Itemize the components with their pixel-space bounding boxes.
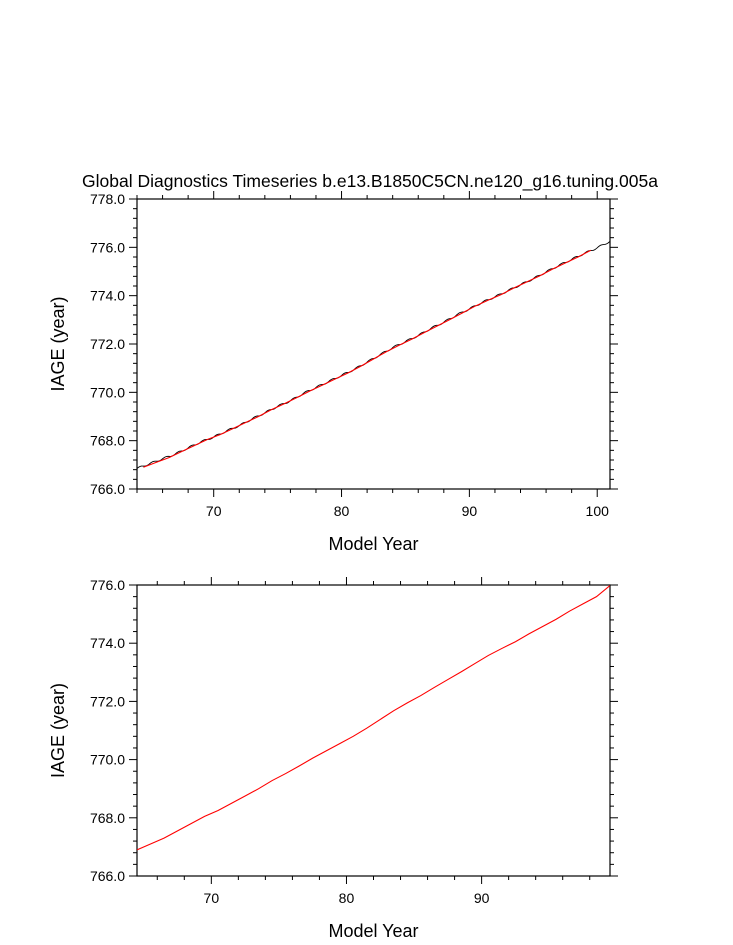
y-tick-label: 776.0 — [90, 239, 125, 255]
x-axis-label: Model Year — [328, 534, 418, 554]
annual-series-line — [143, 249, 592, 468]
y-tick-label: 766.0 — [90, 481, 125, 497]
plot-frame — [136, 198, 611, 490]
y-tick-label: 774.0 — [90, 635, 125, 651]
x-tick-label: 70 — [204, 890, 220, 906]
y-tick-label: 768.0 — [90, 810, 125, 826]
y-tick-label: 768.0 — [90, 433, 125, 449]
x-tick-label: 80 — [334, 503, 350, 519]
top-panel: 70 80 90 100 766.0 768.0 770.0 772.0 774.0 776.0 7… — [48, 191, 618, 554]
y-tick-label: 772.0 — [90, 336, 125, 352]
y-tick-label: 778.0 — [90, 191, 125, 207]
x-tick-label: 100 — [586, 503, 610, 519]
x-axis-label: Model Year — [328, 921, 418, 941]
series-group — [137, 240, 610, 469]
y-tick-label: 774.0 — [90, 288, 125, 304]
series-group — [143, 249, 592, 468]
annual-series-line — [137, 585, 610, 851]
y-axis-label: IAGE (year) — [48, 683, 68, 778]
x-tick-label: 90 — [462, 503, 478, 519]
x-tick-label: 80 — [339, 890, 355, 906]
y-tick-label: 766.0 — [90, 868, 125, 884]
y-tick-label: 776.0 — [90, 577, 125, 593]
x-tick-label: 90 — [474, 890, 490, 906]
bottom-panel: 70 80 90 766.0 768.0 770.0 772.0 774.0 776.0 Mode… — [48, 577, 618, 941]
series-group — [137, 585, 610, 851]
y-tick-label: 772.0 — [90, 693, 125, 709]
y-axis-label: IAGE (year) — [48, 296, 68, 391]
y-tick-label: 770.0 — [90, 384, 125, 400]
y-tick-label: 770.0 — [90, 752, 125, 768]
x-tick-label: 70 — [206, 503, 222, 519]
monthly-series-line — [137, 240, 610, 469]
chart-title: Global Diagnostics Timeseries b.e13.B185… — [82, 171, 658, 192]
